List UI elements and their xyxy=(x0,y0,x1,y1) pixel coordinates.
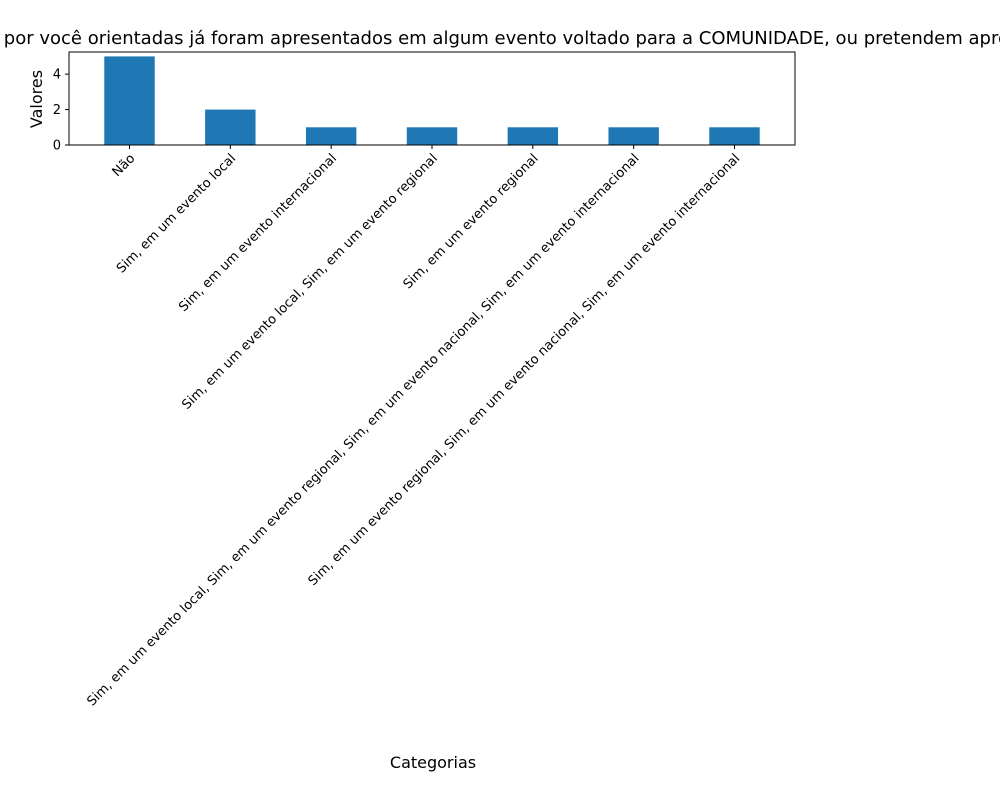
y-tick-label: 2 xyxy=(53,103,61,118)
y-tick-label: 0 xyxy=(53,139,61,154)
x-tick-label: Não xyxy=(110,151,139,180)
bar xyxy=(507,127,559,145)
bar xyxy=(709,127,760,145)
bar xyxy=(205,109,256,145)
chart-title: Os trabalhos por você orientadas já fora… xyxy=(0,28,1000,49)
bars-group xyxy=(104,56,760,145)
x-tick-label: Sim, em um evento internacional xyxy=(176,151,340,315)
bar xyxy=(406,127,458,145)
bar xyxy=(104,56,155,145)
x-axis-label: Categorias xyxy=(390,753,476,772)
x-tick-label: Sim, em um evento local xyxy=(114,151,239,276)
y-ticks-group: 0 2 4 xyxy=(53,68,69,154)
y-axis-label: Valores xyxy=(27,70,46,128)
bar xyxy=(608,127,659,145)
bar xyxy=(305,127,357,145)
plot-frame xyxy=(68,51,796,146)
y-tick-label: 4 xyxy=(53,68,61,83)
